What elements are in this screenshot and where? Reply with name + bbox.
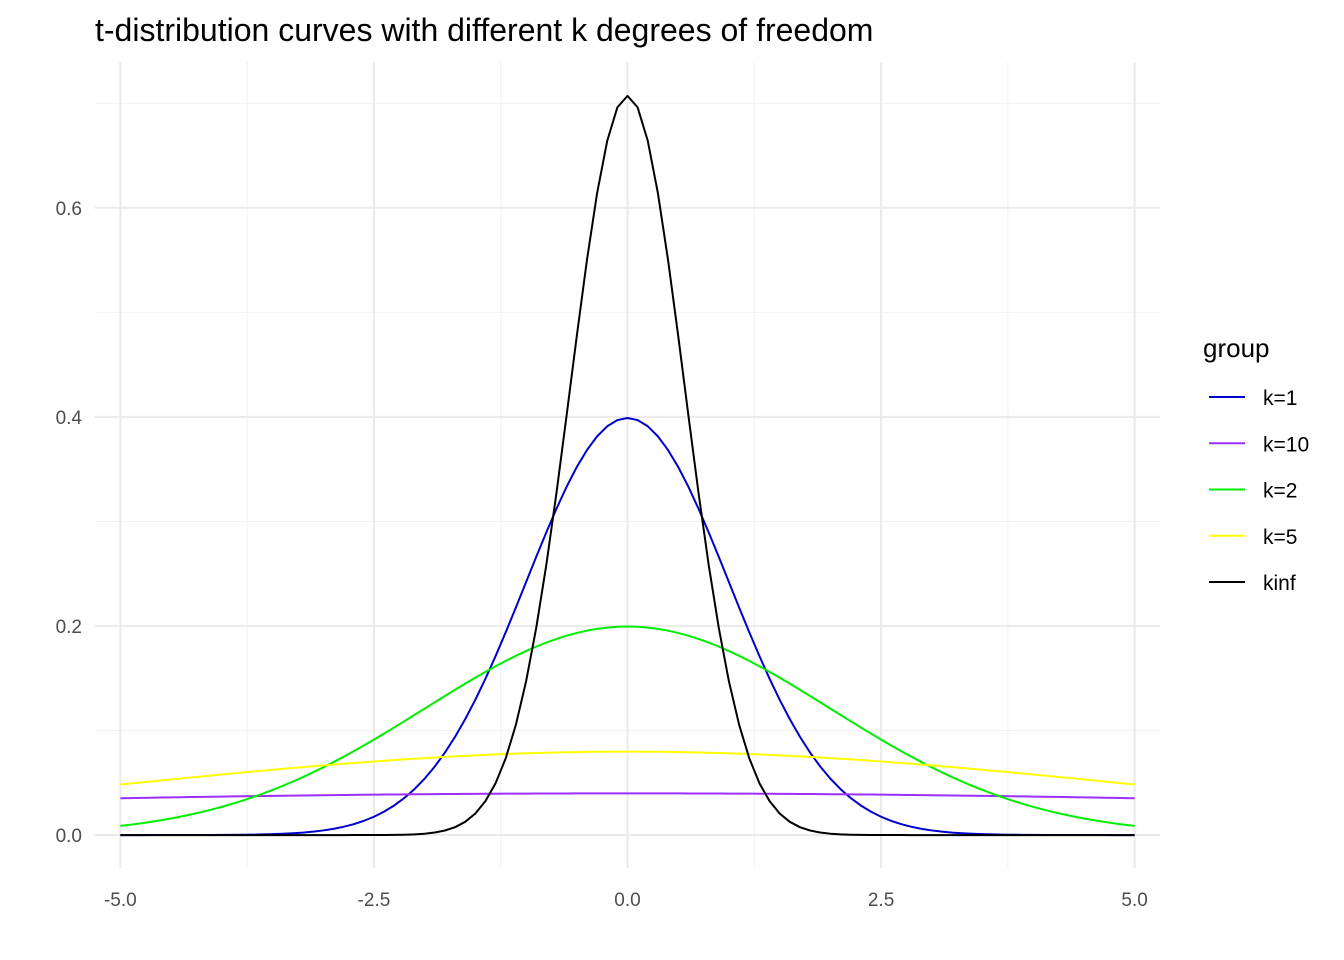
legend-item: k=1 [1209, 387, 1297, 410]
series-line-k10 [120, 792, 1135, 800]
x-tick-label: -2.5 [358, 890, 391, 911]
series-lines [120, 94, 1135, 837]
legend-item: k=10 [1209, 433, 1309, 456]
legend: group k=1 k=10 k=2 k=5 kinf [1203, 333, 1309, 595]
x-tick-label: 5.0 [1121, 890, 1147, 911]
series-line-k1 [120, 417, 1135, 837]
y-tick-label: 0.0 [56, 826, 82, 847]
legend-label: k=5 [1263, 526, 1297, 549]
series-line-k5 [120, 750, 1135, 786]
legend-item: kinf [1209, 572, 1296, 595]
x-axis-ticks: -5.0 -2.5 0.0 2.5 5.0 [104, 890, 1148, 911]
x-tick-label: 0.0 [614, 890, 640, 911]
y-tick-label: 0.4 [56, 408, 83, 429]
legend-item: k=5 [1209, 526, 1297, 549]
x-tick-label: 2.5 [868, 890, 894, 911]
chart-title: t-distribution curves with different k d… [95, 12, 873, 48]
grid [95, 62, 1160, 868]
y-tick-label: 0.2 [56, 617, 82, 638]
legend-label: k=10 [1263, 433, 1309, 456]
legend-items: k=1 k=10 k=2 k=5 kinf [1209, 387, 1309, 595]
y-axis-ticks: 0.0 0.2 0.4 0.6 [56, 199, 83, 847]
series-line-k2 [120, 625, 1135, 827]
x-tick-label: -5.0 [104, 890, 137, 911]
y-tick-label: 0.6 [56, 199, 82, 220]
legend-label: k=2 [1263, 480, 1297, 503]
legend-label: kinf [1263, 572, 1296, 595]
series-line-kinf [120, 94, 1135, 837]
legend-title: group [1203, 333, 1270, 363]
legend-item: k=2 [1209, 480, 1297, 503]
legend-label: k=1 [1263, 387, 1297, 410]
